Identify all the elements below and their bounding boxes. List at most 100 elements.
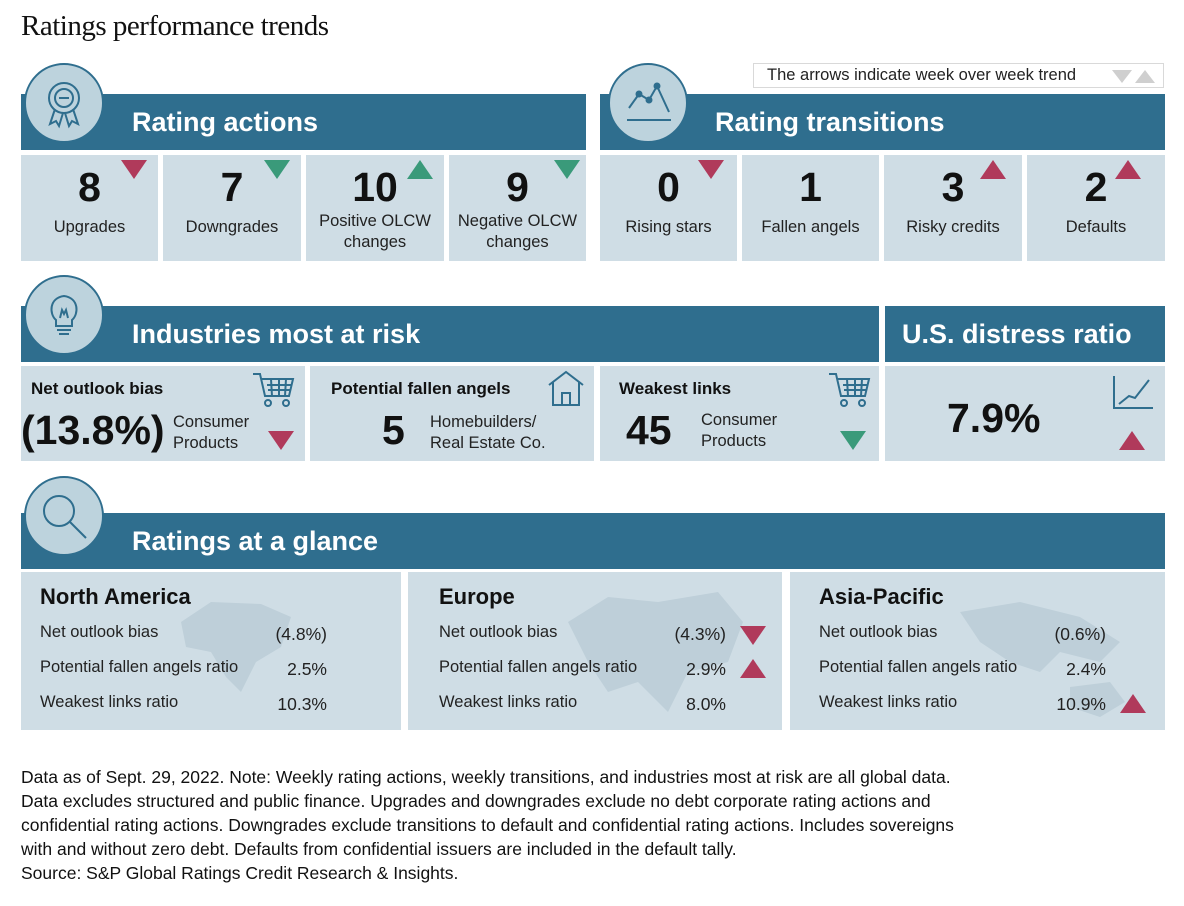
risk-value: 45: [626, 407, 672, 453]
industries-header: Industries most at risk: [21, 306, 879, 362]
magnifier-icon: [24, 476, 104, 556]
region-row-label: Net outlook bias: [439, 623, 558, 641]
risk-value: (13.8%): [21, 407, 165, 453]
risk-tile-net-outlook: Net outlook bias (13.8%) Consumer Produc…: [21, 366, 305, 461]
trend-up-icon: [980, 160, 1006, 179]
map-icon: [181, 602, 291, 692]
trend-up-icon: [1120, 694, 1146, 713]
trend-down-icon: [840, 431, 866, 450]
rating-actions-heading: Rating actions: [132, 106, 319, 137]
map-icon: [568, 592, 743, 712]
stat-value: 3: [941, 164, 965, 210]
footnote-line: confidential rating actions. Downgrades …: [21, 815, 954, 835]
trend-up-icon: [407, 160, 433, 179]
stat-label-line: changes: [486, 233, 549, 251]
stat-value: 10: [352, 164, 398, 210]
region-row-value: 8.0%: [686, 694, 726, 714]
region-row-value: (4.8%): [275, 624, 327, 644]
region-row-label: Potential fallen angels ratio: [819, 658, 1018, 676]
stat-value: 8: [78, 164, 101, 210]
footnote: Data as of Sept. 29, 2022. Note: Weekly …: [21, 765, 1171, 885]
award-ribbon-icon: [24, 63, 104, 143]
footnote-line: Data as of Sept. 29, 2022. Note: Weekly …: [21, 767, 951, 787]
region-row-label: Potential fallen angels ratio: [40, 658, 239, 676]
risk-industry: Homebuilders/ Real Estate Co.: [430, 412, 546, 454]
stat-label: Defaults: [1065, 218, 1127, 236]
footnote-line: Data excludes structured and public fina…: [21, 791, 931, 811]
distress-heading: U.S. distress ratio: [902, 318, 1132, 349]
stat-label: Rising stars: [625, 218, 712, 236]
region-row-label: Net outlook bias: [40, 623, 159, 641]
stat-label: Fallen angels: [761, 218, 860, 236]
risk-value: 5: [382, 407, 405, 453]
region-row-value: (0.6%): [1054, 624, 1106, 644]
risk-title: Potential fallen angels: [331, 379, 511, 398]
trend-up-icon: [1115, 160, 1141, 179]
legend-arrows-icon: [1112, 70, 1155, 83]
stat-label-line: Positive OLCW: [319, 212, 431, 230]
rating-transitions-header: Rating transitions: [600, 94, 1165, 150]
lightbulb-icon: [24, 275, 104, 355]
trend-down-icon: [740, 626, 766, 645]
page-title: Ratings performance trends: [21, 10, 329, 42]
risk-title: Weakest links: [619, 379, 732, 398]
stat-value: 9: [506, 164, 529, 210]
stat-label: Downgrades: [185, 218, 279, 236]
footnote-line: Source: S&P Global Ratings Credit Resear…: [21, 863, 459, 883]
glance-heading: Ratings at a glance: [132, 525, 379, 556]
distress-header: U.S. distress ratio: [885, 306, 1165, 362]
trend-down-icon: [268, 431, 294, 450]
distress-tile: 7.9%: [885, 366, 1165, 461]
stat-label: Positive OLCW changes: [306, 211, 444, 253]
risk-industry: Consumer Products: [173, 412, 249, 454]
risk-industry-line: Consumer: [701, 411, 778, 429]
region-row-value: 2.5%: [287, 659, 327, 679]
trend-legend: The arrows indicate week over week trend: [753, 63, 1164, 88]
distress-value: 7.9%: [947, 395, 1041, 441]
trend-down-icon: [121, 160, 147, 179]
stat-tile-positive-olcw: 10 Positive OLCW changes: [306, 155, 444, 261]
stat-value: 0: [657, 164, 680, 210]
stat-value: 2: [1084, 164, 1108, 210]
shopping-cart-icon: [829, 373, 871, 407]
line-chart-icon: [608, 63, 688, 143]
risk-industry: Consumer Products: [701, 410, 777, 452]
region-row-label: Potential fallen angels ratio: [439, 658, 638, 676]
trend-down-icon: [264, 160, 290, 179]
region-europe: Europe Net outlook bias (4.3%) Potential…: [408, 572, 782, 730]
stat-tile-negative-olcw: 9 Negative OLCW changes: [449, 155, 586, 261]
region-name: North America: [40, 584, 191, 609]
region-row-label: Weakest links ratio: [40, 693, 179, 711]
map-icon: [960, 602, 1125, 717]
stat-value: 1: [799, 164, 822, 210]
stat-label: Negative OLCW changes: [449, 211, 586, 253]
risk-industry-line: Products: [701, 432, 767, 450]
risk-industry-line: Homebuilders/: [430, 413, 537, 431]
risk-tile-fallen-angels: Potential fallen angels 5 Homebuilders/ …: [310, 366, 594, 461]
region-row-value: 2.9%: [686, 659, 726, 679]
region-row-label: Weakest links ratio: [439, 693, 578, 711]
stat-label-line: Negative OLCW: [457, 212, 578, 230]
region-row-label: Weakest links ratio: [819, 693, 958, 711]
risk-industry-line: Real Estate Co.: [430, 434, 546, 452]
region-row-value: 10.3%: [277, 694, 327, 714]
glance-header: Ratings at a glance: [21, 513, 1165, 569]
industries-heading: Industries most at risk: [132, 318, 421, 349]
growth-chart-icon: [1113, 376, 1153, 409]
risk-industry-line: Products: [173, 434, 239, 452]
trend-up-icon: [740, 659, 766, 678]
legend-text: The arrows indicate week over week trend: [767, 66, 1077, 84]
region-row-value: 2.4%: [1066, 659, 1106, 679]
trend-down-icon: [554, 160, 580, 179]
region-name: Asia-Pacific: [819, 584, 944, 609]
rating-transitions-heading: Rating transitions: [715, 106, 945, 137]
region-north-america: North America Net outlook bias (4.8%) Po…: [21, 572, 401, 730]
region-asia-pacific: Asia-Pacific Net outlook bias (0.6%) Pot…: [790, 572, 1165, 730]
region-row-value: (4.3%): [674, 624, 726, 644]
rating-actions-header: Rating actions: [21, 94, 586, 150]
trend-up-icon: [1119, 431, 1145, 450]
stat-tile-fallen-angels: 1 Fallen angels: [742, 155, 879, 261]
risk-industry-line: Consumer: [173, 413, 250, 431]
stat-label: Risky credits: [906, 218, 1000, 236]
stat-value: 7: [220, 164, 244, 210]
